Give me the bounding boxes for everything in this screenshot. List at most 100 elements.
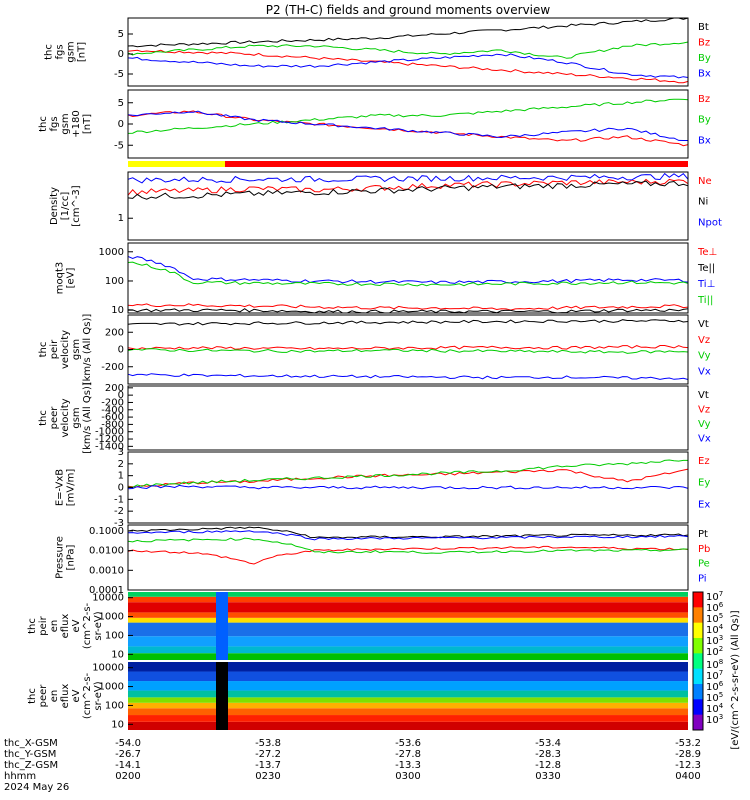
series-line-temperature-1: [127, 308, 689, 314]
ytick-label-efield-2: -1: [114, 494, 124, 505]
panel-peir-eflux: thc peir en eflux eV (cm^2-s-sr-eV) 10 100 1000 1…: [27, 592, 688, 660]
date-label: 2024 May 26: [4, 782, 69, 793]
ylabel-temperature-0: moqt3: [55, 262, 66, 295]
ytick-label-peer-velocity-8: 200: [105, 383, 124, 394]
xrow-value-2-0: -14.1: [115, 760, 141, 771]
legend-density-0: Ne: [698, 176, 712, 187]
ytick-label-peir-velocity-0: -200: [101, 362, 124, 373]
legend-fgs-gsm-fac-1: By: [698, 115, 711, 126]
ytick-label-peer-velocity-1: -1200: [95, 434, 124, 445]
ylabel-peer-eflux-5: (cm^2-s-: [82, 672, 93, 719]
ylabel-peer-velocity-3: gsm: [71, 407, 82, 428]
ytick-label-peir-eflux-0: 10: [111, 649, 124, 660]
series-line-pressure-2: [127, 537, 689, 554]
legend-fgs-gsm-fac-0: Bz: [698, 94, 710, 105]
series-line-fgs-gsm-fac-1: [127, 98, 689, 134]
ytick-label-peir-velocity-2: 200: [105, 327, 124, 338]
frame-pressure: [127, 524, 689, 591]
frame-temperature: [127, 242, 689, 314]
series-line-fgs-gsm-0: [127, 17, 689, 48]
xrow-value-3-0: 0200: [115, 771, 140, 782]
legend-pressure-0: Pt: [698, 529, 708, 540]
ytick-label-efield-6: 3: [118, 447, 124, 458]
xrow-label-2: thc_Z-GSM: [4, 760, 58, 771]
colorbar-segment-0: [693, 592, 703, 608]
ytick-label-efield-0: -3: [114, 518, 124, 529]
ytick-label-fgs-gsm-fac-0: -5: [114, 140, 124, 151]
legend-fgs-gsm-0: Bt: [698, 22, 709, 33]
xrow-value-0-3: -53.4: [535, 738, 561, 749]
xrow-value-2-4: -12.3: [675, 760, 701, 771]
ylabel-density-1: [1/cc]: [60, 192, 71, 221]
ylabel-fgs-gsm-fac-1: fgs: [49, 116, 60, 131]
ytick-label-peer-velocity-6: -200: [101, 397, 124, 408]
ylabel-fgs-gsm-fac-2: gsm: [60, 113, 71, 134]
spectrogram-band-peir-eflux-5: [128, 612, 688, 618]
legend-pressure-3: Pi: [698, 573, 707, 584]
spectrogram-band-peir-eflux-1: [128, 646, 688, 654]
ylabel-peer-eflux-2: en: [49, 690, 60, 703]
ytick-label-temperature-0: 10: [111, 305, 124, 316]
panel-fgs-gsm-fac: thc fgs gsm +180 [nT] -5 0 5 Bz By Bx: [38, 89, 711, 159]
ylabel-fgs-gsm-3: [nT]: [77, 42, 88, 62]
legend-efield-1: Ey: [698, 478, 710, 489]
ylabel-fgs-gsm-1: fgs: [55, 44, 66, 59]
ylabel-fgs-gsm-2: gsm: [66, 41, 77, 62]
spectrogram-band-peir-eflux-0: [128, 653, 688, 660]
xrow-value-2-2: -13.3: [395, 760, 421, 771]
xrow-value-3-4: 0400: [675, 771, 700, 782]
colorbar-segment-1: [693, 607, 703, 624]
panel-density: Density [1/cc] [cm^-3] 1 Ne Ni Npot: [49, 171, 722, 241]
ytick-label-peer-eflux-3: 10000: [92, 663, 124, 674]
legend-fgs-gsm-fac-2: Bx: [698, 135, 711, 146]
legend-temperature-2: Ti⊥: [697, 279, 715, 290]
legend-pressure-1: Pb: [698, 544, 710, 555]
ytick-label-peer-velocity-5: -400: [101, 405, 124, 416]
legend-peer-velocity-2: Vy: [698, 419, 711, 430]
xrow-value-3-3: 0330: [535, 771, 560, 782]
legend-temperature-0: Te⊥: [697, 247, 717, 258]
colorbar-label: [eV/(cm^2-s-sr-eV) (All Qs)]: [730, 610, 741, 749]
colorbar-segment-2: [693, 622, 703, 639]
series-line-pressure-1: [127, 545, 689, 565]
frame-density: [127, 171, 689, 241]
ylabel-fgs-gsm-0: thc: [44, 44, 55, 60]
colorbar-tick-bottom-5: 103: [706, 713, 723, 726]
series-line-temperature-3: [127, 261, 689, 287]
spectrogram-band-peir-eflux-2: [128, 636, 688, 647]
xrow-value-1-3: -28.3: [535, 749, 561, 760]
page-title: P2 (TH-C) fields and ground moments over…: [266, 3, 551, 17]
series-line-fgs-gsm-1: [127, 49, 689, 84]
spectrogram-band-peir-eflux-3: [128, 622, 688, 637]
ylabel-peir-velocity-3: gsm: [71, 339, 82, 360]
legend-fgs-gsm-3: Bx: [698, 69, 711, 80]
colorbar-segment-6: [693, 684, 703, 700]
legend-peer-velocity-1: Vz: [698, 405, 710, 416]
frame-fgs-gsm: [127, 17, 689, 87]
ylabel-peir-eflux-4: eV: [71, 619, 82, 632]
series-line-efield-2: [127, 484, 689, 490]
ylabel-peir-eflux-6: sr-eV): [93, 611, 104, 640]
series-line-density-2: [127, 172, 689, 184]
legend-density-2: Npot: [698, 217, 722, 228]
mode-bar-fast: [225, 161, 688, 167]
ylabel-peir-eflux-2: en: [49, 620, 60, 633]
spectrogram-band-peir-eflux-8: [128, 592, 688, 597]
ylabel-peer-velocity-1: peer: [49, 406, 60, 430]
ytick-label-fgs-gsm-2: 5: [118, 29, 124, 40]
legend-peer-velocity-3: Vx: [698, 434, 711, 445]
ytick-label-efield-1: -2: [114, 506, 124, 517]
colorbar-segment-8: [693, 714, 703, 731]
ytick-label-temperature-1: 100: [105, 276, 124, 287]
xrow-label-3: hhmm: [4, 771, 36, 782]
xrow-value-3-1: 0230: [255, 771, 280, 782]
spectrogram-band-peir-eflux-6: [128, 602, 688, 613]
ylabel-peir-eflux-3: eflux: [60, 614, 71, 639]
panel-pressure: Pressure [nPa] 0.0001 0.0010 0.0100 0.1000 Pt P…: [55, 524, 710, 596]
series-line-efield-0: [127, 468, 689, 488]
ylabel-fgs-gsm-fac-3: +180: [71, 110, 82, 137]
ylabel-peer-eflux-1: peer: [38, 684, 49, 708]
legend-pressure-2: Pe: [698, 559, 710, 570]
ylabel-peir-velocity-1: peir: [49, 339, 60, 359]
